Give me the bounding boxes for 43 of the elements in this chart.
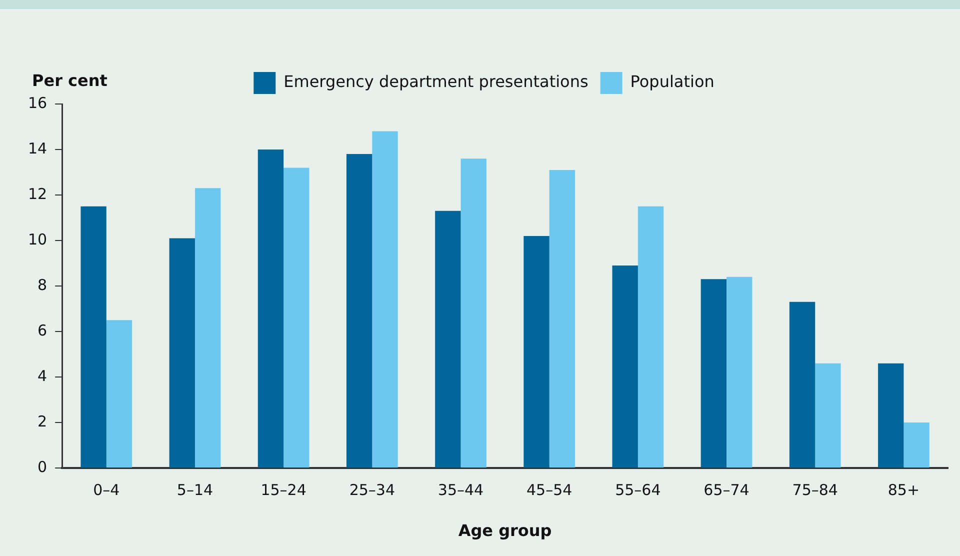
bar <box>460 158 486 468</box>
bar <box>435 210 461 468</box>
legend-label: Emergency department presentations <box>284 72 588 92</box>
y-axis-title: Per cent <box>32 71 108 90</box>
x-tick-label: 65–74 <box>704 480 750 499</box>
x-tick-label: 75–84 <box>792 480 838 499</box>
x-axis-title: Age group <box>458 521 552 540</box>
bar <box>194 188 221 468</box>
y-tick-label: 6 <box>38 321 48 340</box>
bar <box>638 206 664 468</box>
y-tick-label: 0 <box>38 458 48 476</box>
y-tick-label: 4 <box>38 366 48 385</box>
y-tick-label: 12 <box>28 184 48 203</box>
legend-label: Population <box>630 72 714 92</box>
bar <box>284 168 310 468</box>
bar <box>549 170 576 468</box>
bar <box>904 422 930 468</box>
bar <box>106 320 132 468</box>
bar <box>726 276 752 468</box>
y-tick-label: 2 <box>38 412 48 430</box>
bar <box>372 131 398 468</box>
x-tick-label: 0–4 <box>93 480 120 499</box>
bar <box>346 154 372 468</box>
bar <box>878 363 904 468</box>
bar <box>258 150 284 468</box>
y-tick-label: 10 <box>28 230 48 248</box>
x-tick-label: 55–64 <box>615 480 661 499</box>
x-tick-label: 15–24 <box>260 480 306 499</box>
bar <box>612 266 638 468</box>
bar <box>789 302 816 468</box>
x-tick-label: 85+ <box>888 480 920 499</box>
bar <box>815 363 841 468</box>
y-tick-label: 8 <box>38 276 48 294</box>
x-tick-label: 45–54 <box>526 480 572 499</box>
bar <box>80 206 106 468</box>
y-tick-label: 16 <box>28 94 48 112</box>
x-tick-label: 5–14 <box>176 480 214 499</box>
x-tick-label: 25–34 <box>349 480 395 499</box>
bar <box>169 238 195 468</box>
y-tick-label: 14 <box>28 139 48 158</box>
x-tick-label: 35–44 <box>438 480 484 499</box>
bar <box>524 236 550 468</box>
bar <box>700 279 727 468</box>
